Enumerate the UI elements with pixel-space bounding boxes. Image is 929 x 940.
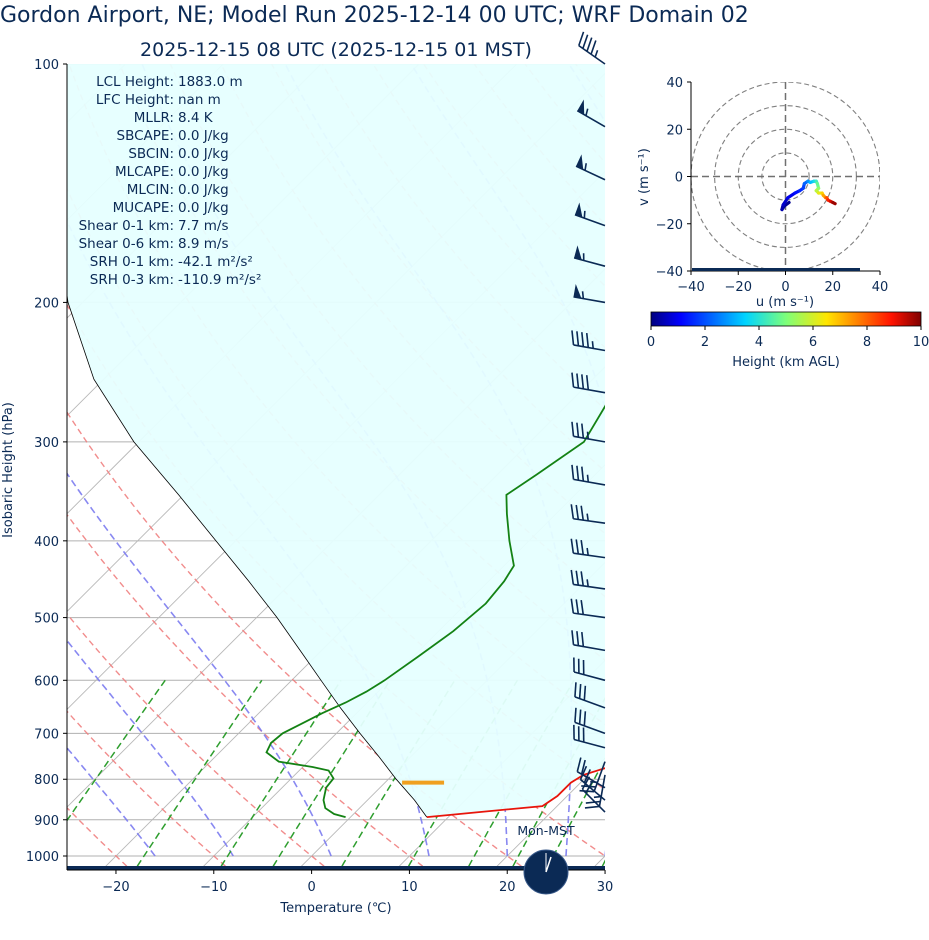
x-tick-label: −10 [200,880,227,895]
barb-half [587,514,588,521]
y-tick-label: 400 [34,535,59,550]
stat-value: nan m [178,92,221,108]
stat-value: 0.0 J/kg [178,200,229,216]
barb-half [588,432,589,439]
stat-label: MUCAPE: [113,200,174,216]
hodo-y-tick-label: 0 [675,171,683,186]
stat-value: 8.9 m/s [178,236,229,252]
hodograph: −40−40 −20 −20 0 0 20 20 40 40 u (m s⁻¹) v (m s⁻¹) [637,76,888,310]
barb-half [583,291,584,298]
stat-value: 7.7 m/s [178,218,229,234]
barb-full [580,684,581,699]
stat-value: 0.0 J/kg [178,164,229,180]
x-tick-label: 0 [307,880,315,895]
hodo-x-axis-label: u (m s⁻¹) [756,295,814,310]
stat-label: MLCAPE: [115,164,174,180]
barb-full [575,682,576,697]
hodograph-colorbar: 0 2 4 6 8 10 Height (km AGL) [647,312,929,370]
y-tick-label: 1000 [26,850,59,865]
y-tick-label: 800 [34,773,59,788]
hodo-y-tick-label: 20 [666,123,683,138]
chart-title: Gordon Airport, NE; Model Run 2025-12-14… [0,3,749,28]
barb-full [584,686,585,701]
hodo-x-tick-label: 0 [781,280,789,295]
stat-label: Shear 0-1 km: [79,218,174,234]
hodo-x-tick-label: 40 [872,280,889,295]
stat-label: MLCIN: [127,182,174,198]
barb-full [584,711,585,726]
barb-half [584,211,585,218]
x-tick-label: 10 [401,880,418,895]
stat-label: MLLR: [134,110,174,126]
hodo-y-tick-label: 40 [666,76,683,91]
y-axis-label: Isobaric Height (hPa) [1,402,16,538]
stat-label: Shear 0-6 km: [79,236,174,252]
hodo-y-tick-label: −40 [656,265,683,280]
hodo-segment [833,202,835,203]
barb-full [583,35,588,49]
colorbar-tick-label: 10 [913,335,929,350]
barb-half [587,579,588,586]
barb-half [592,341,593,348]
barb-half [585,163,586,170]
barb-full [591,40,596,54]
y-tick-label: 900 [34,814,59,829]
colorbar-tick-label: 8 [863,335,871,350]
barb-half [587,548,588,555]
barb-full [575,708,576,723]
stat-label: LCL Height: [96,74,174,90]
stat-label: SBCIN: [128,146,174,162]
hodo-x-tick-label: −40 [677,280,704,295]
hodo-y-tick-label: −20 [656,218,683,233]
stat-value: -110.9 m²/s² [178,272,261,288]
chart-subtitle: 2025-12-15 08 UTC (2025-12-15 01 MST) [140,39,532,61]
stat-value: 0.0 J/kg [178,128,229,144]
y-tick-label: 600 [34,674,59,689]
barb-full [587,38,592,52]
clock-label: Mon-MST [517,823,575,838]
colorbar-tick-label: 0 [647,335,655,350]
colorbar-tick-label: 6 [809,335,817,350]
stat-label: SBCAPE: [117,128,174,144]
x-tick-label: 20 [499,880,516,895]
hodo-x-tick-label: 20 [824,280,841,295]
colorbar-label: Height (km AGL) [732,355,840,370]
hodo-x-tick-label: −20 [725,280,752,295]
hodo-baseline-bar [692,268,860,271]
stat-value: 1883.0 m [178,74,243,90]
y-tick-label: 700 [34,727,59,742]
barb-full [579,32,584,46]
x-axis-label: Temperature (℃) [279,901,391,916]
hodo-y-axis-label: v (m s⁻¹) [637,148,652,206]
colorbar-gradient [651,312,921,326]
stat-label: SRH 0-1 km: [90,254,174,270]
stat-label: SRH 0-3 km: [90,272,174,288]
barb-half [595,50,597,57]
y-tick-label: 500 [34,612,59,627]
colorbar-tick-label: 2 [701,335,709,350]
y-tick-label: 100 [34,58,59,73]
colorbar-tick-label: 4 [755,335,763,350]
mixing-ratio-line [602,680,699,866]
wind-barb [579,32,605,64]
x-tick-label: 30 [597,880,614,895]
x-tick-label: −20 [102,880,129,895]
stat-value: 0.0 J/kg [178,146,229,162]
y-tick-label: 300 [34,436,59,451]
stat-value: 0.0 J/kg [178,182,229,198]
stat-label: LFC Height: [96,92,174,108]
barb-full [580,710,581,725]
barb-half [588,475,589,482]
stat-value: -42.1 m²/s² [178,254,253,270]
stat-value: 8.4 K [178,110,214,126]
y-tick-label: 200 [34,296,59,311]
